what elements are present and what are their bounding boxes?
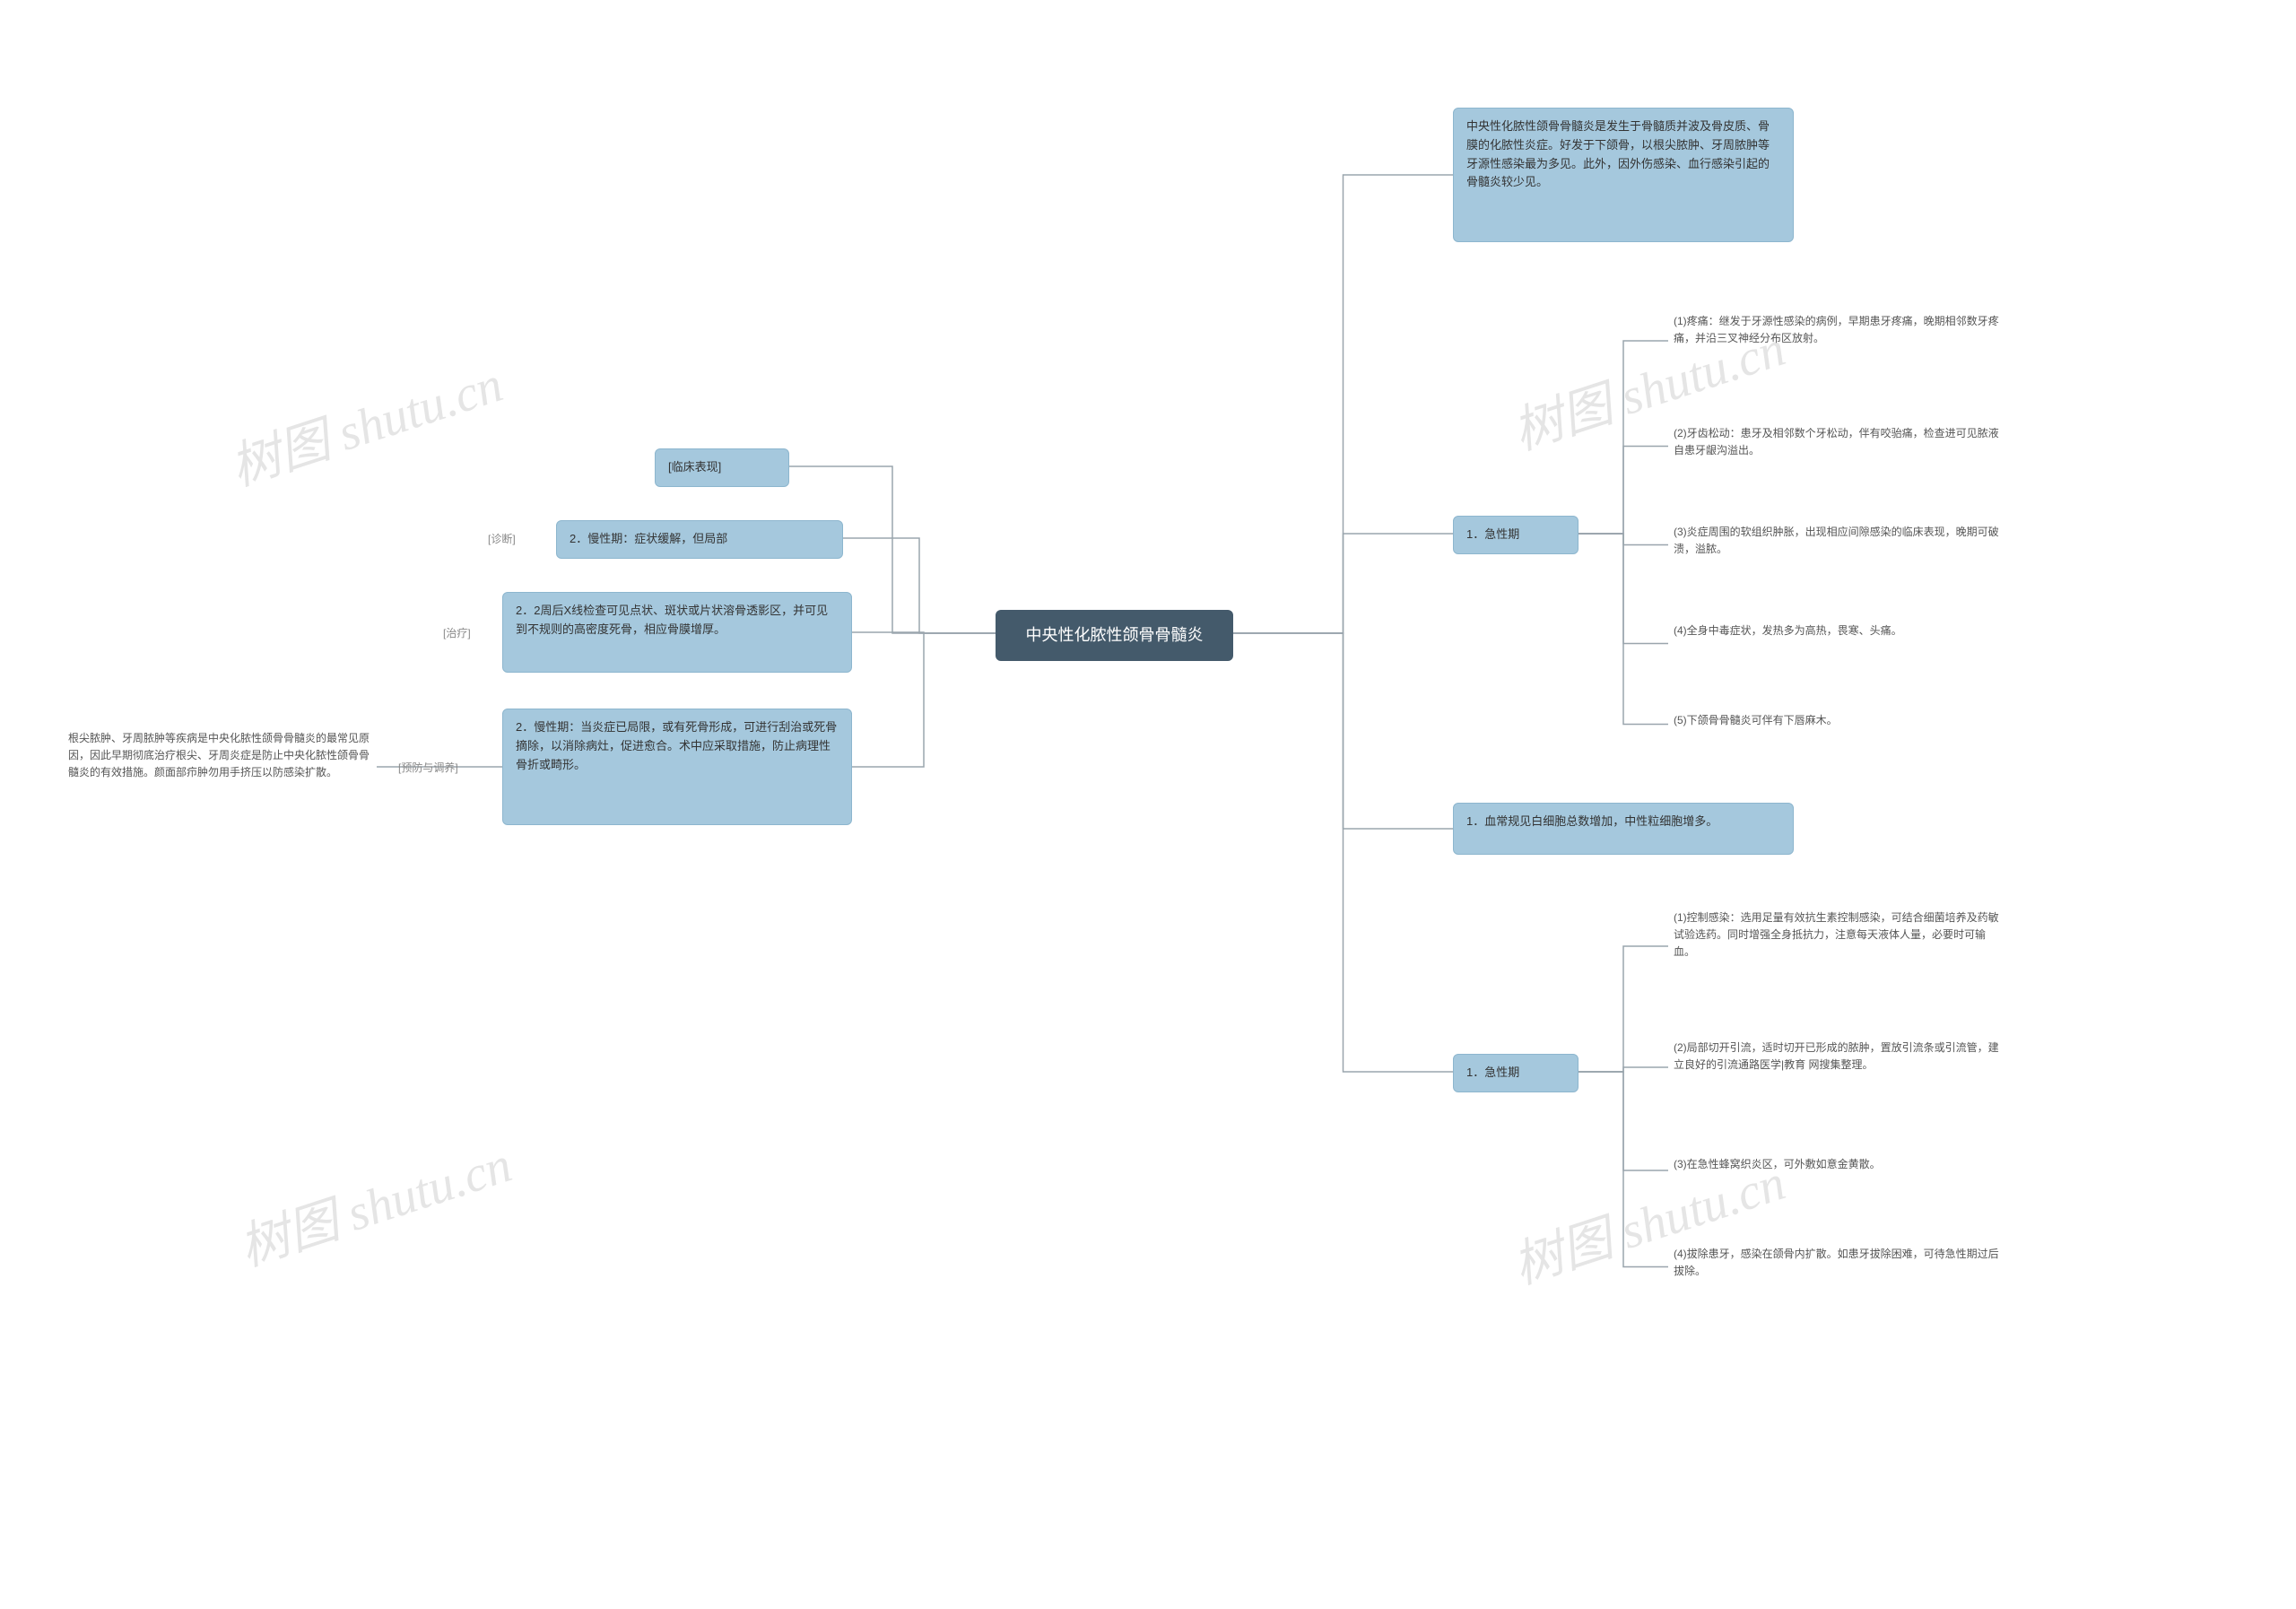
mindmap-node: 1．急性期 [1453,1054,1578,1092]
mindmap-node: 中央性化脓性颌骨骨髓炎是发生于骨髓质并波及骨皮质、骨膜的化脓性炎症。好发于下颌骨… [1453,108,1794,242]
mindmap-leaf: (3)炎症周围的软组织肿胀，出现相应间隙感染的临床表现，晚期可破溃，溢脓。 [1668,520,2009,570]
mindmap-leaf: (1)控制感染：选用足量有效抗生素控制感染，可结合细菌培养及药敏试验选药。同时增… [1668,906,2009,987]
mindmap-leaf: (2)牙齿松动：患牙及相邻数个牙松动，伴有咬骀痛，检查进可见脓液自患牙龈沟溢出。 [1668,422,2009,471]
mindmap-node: [临床表现] [655,448,789,487]
mindmap-node: 2．慢性期：当炎症已局限，或有死骨形成，可进行刮治或死骨摘除，以消除病灶，促进愈… [502,709,852,825]
mindmap-node: 1．急性期 [1453,516,1578,554]
mindmap-leaf: (4)拔除患牙，感染在颌骨内扩散。如患牙拔除困难，可待急性期过后拔除。 [1668,1242,2009,1292]
watermark: 树图 shutu.cn [229,1124,519,1280]
mindmap-leaf: (1)疼痛：继发于牙源性感染的病例，早期患牙疼痛，晚期相邻数牙疼痛，并沿三叉神经… [1668,309,2009,372]
mindmap-leaf: 根尖脓肿、牙周脓肿等疾病是中央化脓性颌骨骨髓炎的最常见原因，因此早期彻底治疗根尖… [63,726,377,807]
mindmap-leaf: (4)全身中毒症状，发热多为高热，畏寒、头痛。 [1668,619,2009,668]
mindmap-leaf: (3)在急性蜂窝织炎区，可外敷如意金黄散。 [1668,1152,2009,1188]
branch-label: [预防与调养] [395,758,462,777]
mindmap-node: 2．慢性期：症状缓解，但局部 [556,520,843,559]
watermark: 树图 shutu.cn [220,344,510,500]
mindmap-root: 中央性化脓性颌骨骨髓炎 [996,610,1233,661]
mindmap-node: 1．血常规见白细胞总数增加，中性粒细胞增多。 [1453,803,1794,855]
branch-label: [诊断] [484,529,519,548]
mindmap-leaf: (2)局部切开引流，适时切开已形成的脓肿，置放引流条或引流管，建立良好的引流通路… [1668,1036,2009,1099]
mindmap-node: 2．2周后X线检查可见点状、斑状或片状溶骨透影区，并可见到不规则的高密度死骨，相… [502,592,852,673]
mindmap-leaf: (5)下颌骨骨髓炎可伴有下唇麻木。 [1668,709,2009,740]
branch-label: [治疗] [439,623,474,642]
